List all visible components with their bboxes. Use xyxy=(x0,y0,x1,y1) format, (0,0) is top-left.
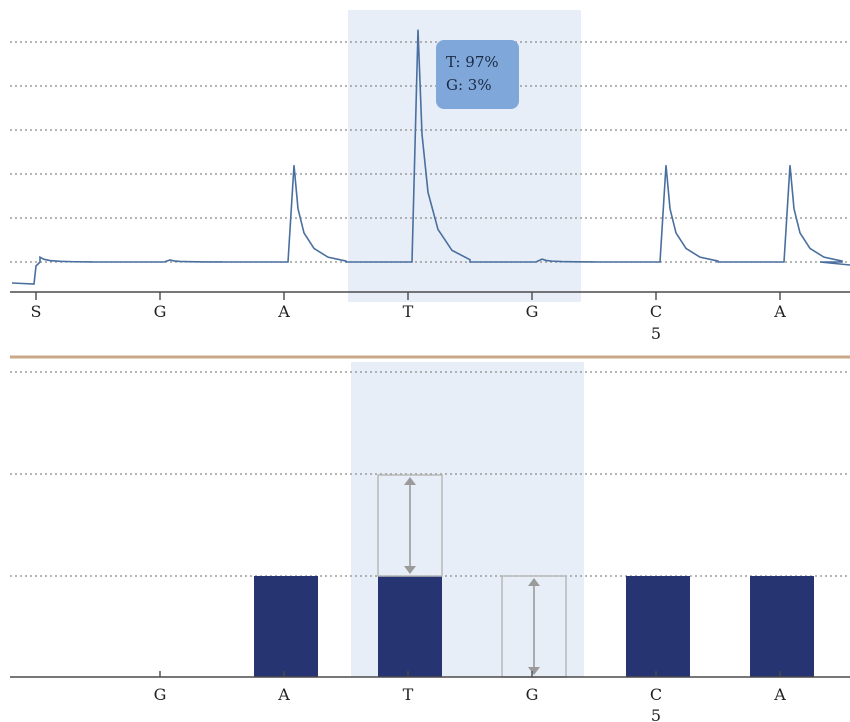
x-tick-label: S xyxy=(31,302,42,321)
histogram-expected-ranges xyxy=(377,474,567,678)
arrow-head xyxy=(404,477,416,485)
pyrogram-grid xyxy=(10,41,850,263)
x-tick-label: A xyxy=(773,685,786,704)
histogram-bar xyxy=(750,576,814,677)
histogram-bar xyxy=(254,576,318,677)
histogram-bar xyxy=(626,576,690,677)
x-tick-label: G xyxy=(154,302,167,321)
histogram-panel: G A T G C A 5 xyxy=(10,362,850,722)
arrow-head xyxy=(528,578,540,586)
allele-tooltip-line: T: 97% xyxy=(446,53,499,71)
x-tick-label: G xyxy=(154,685,167,704)
x-tick-label: C xyxy=(650,685,662,704)
x-tick-label: G xyxy=(526,302,539,321)
expected-range-box xyxy=(377,474,443,577)
x-tick-label: G xyxy=(526,685,539,704)
x-tick-label: T xyxy=(403,302,414,321)
allele-tooltip: T: 97% G: 3% xyxy=(436,40,519,109)
pyrogram-trace xyxy=(11,29,850,285)
histogram-bar xyxy=(378,576,442,677)
arrow-head xyxy=(528,667,540,675)
allele-tooltip-box xyxy=(436,40,519,109)
x-tick-label: A xyxy=(277,685,290,704)
pyrogram-panel: S G A T G C A 5 T: 97% G: 3% xyxy=(10,10,850,343)
allele-tooltip-line: G: 3% xyxy=(446,76,492,94)
arrow-head xyxy=(404,566,416,574)
histogram-bars xyxy=(254,576,814,677)
position-label: 5 xyxy=(651,706,661,722)
pyrogram-x-ticks: S G A T G C A 5 xyxy=(31,292,786,343)
position-label: 5 xyxy=(651,324,661,343)
x-tick-label: T xyxy=(403,685,414,704)
x-tick-label: A xyxy=(773,302,786,321)
x-tick-label: C xyxy=(650,302,662,321)
histogram-x-ticks: G A T G C A 5 xyxy=(154,671,786,722)
x-tick-label: A xyxy=(277,302,290,321)
